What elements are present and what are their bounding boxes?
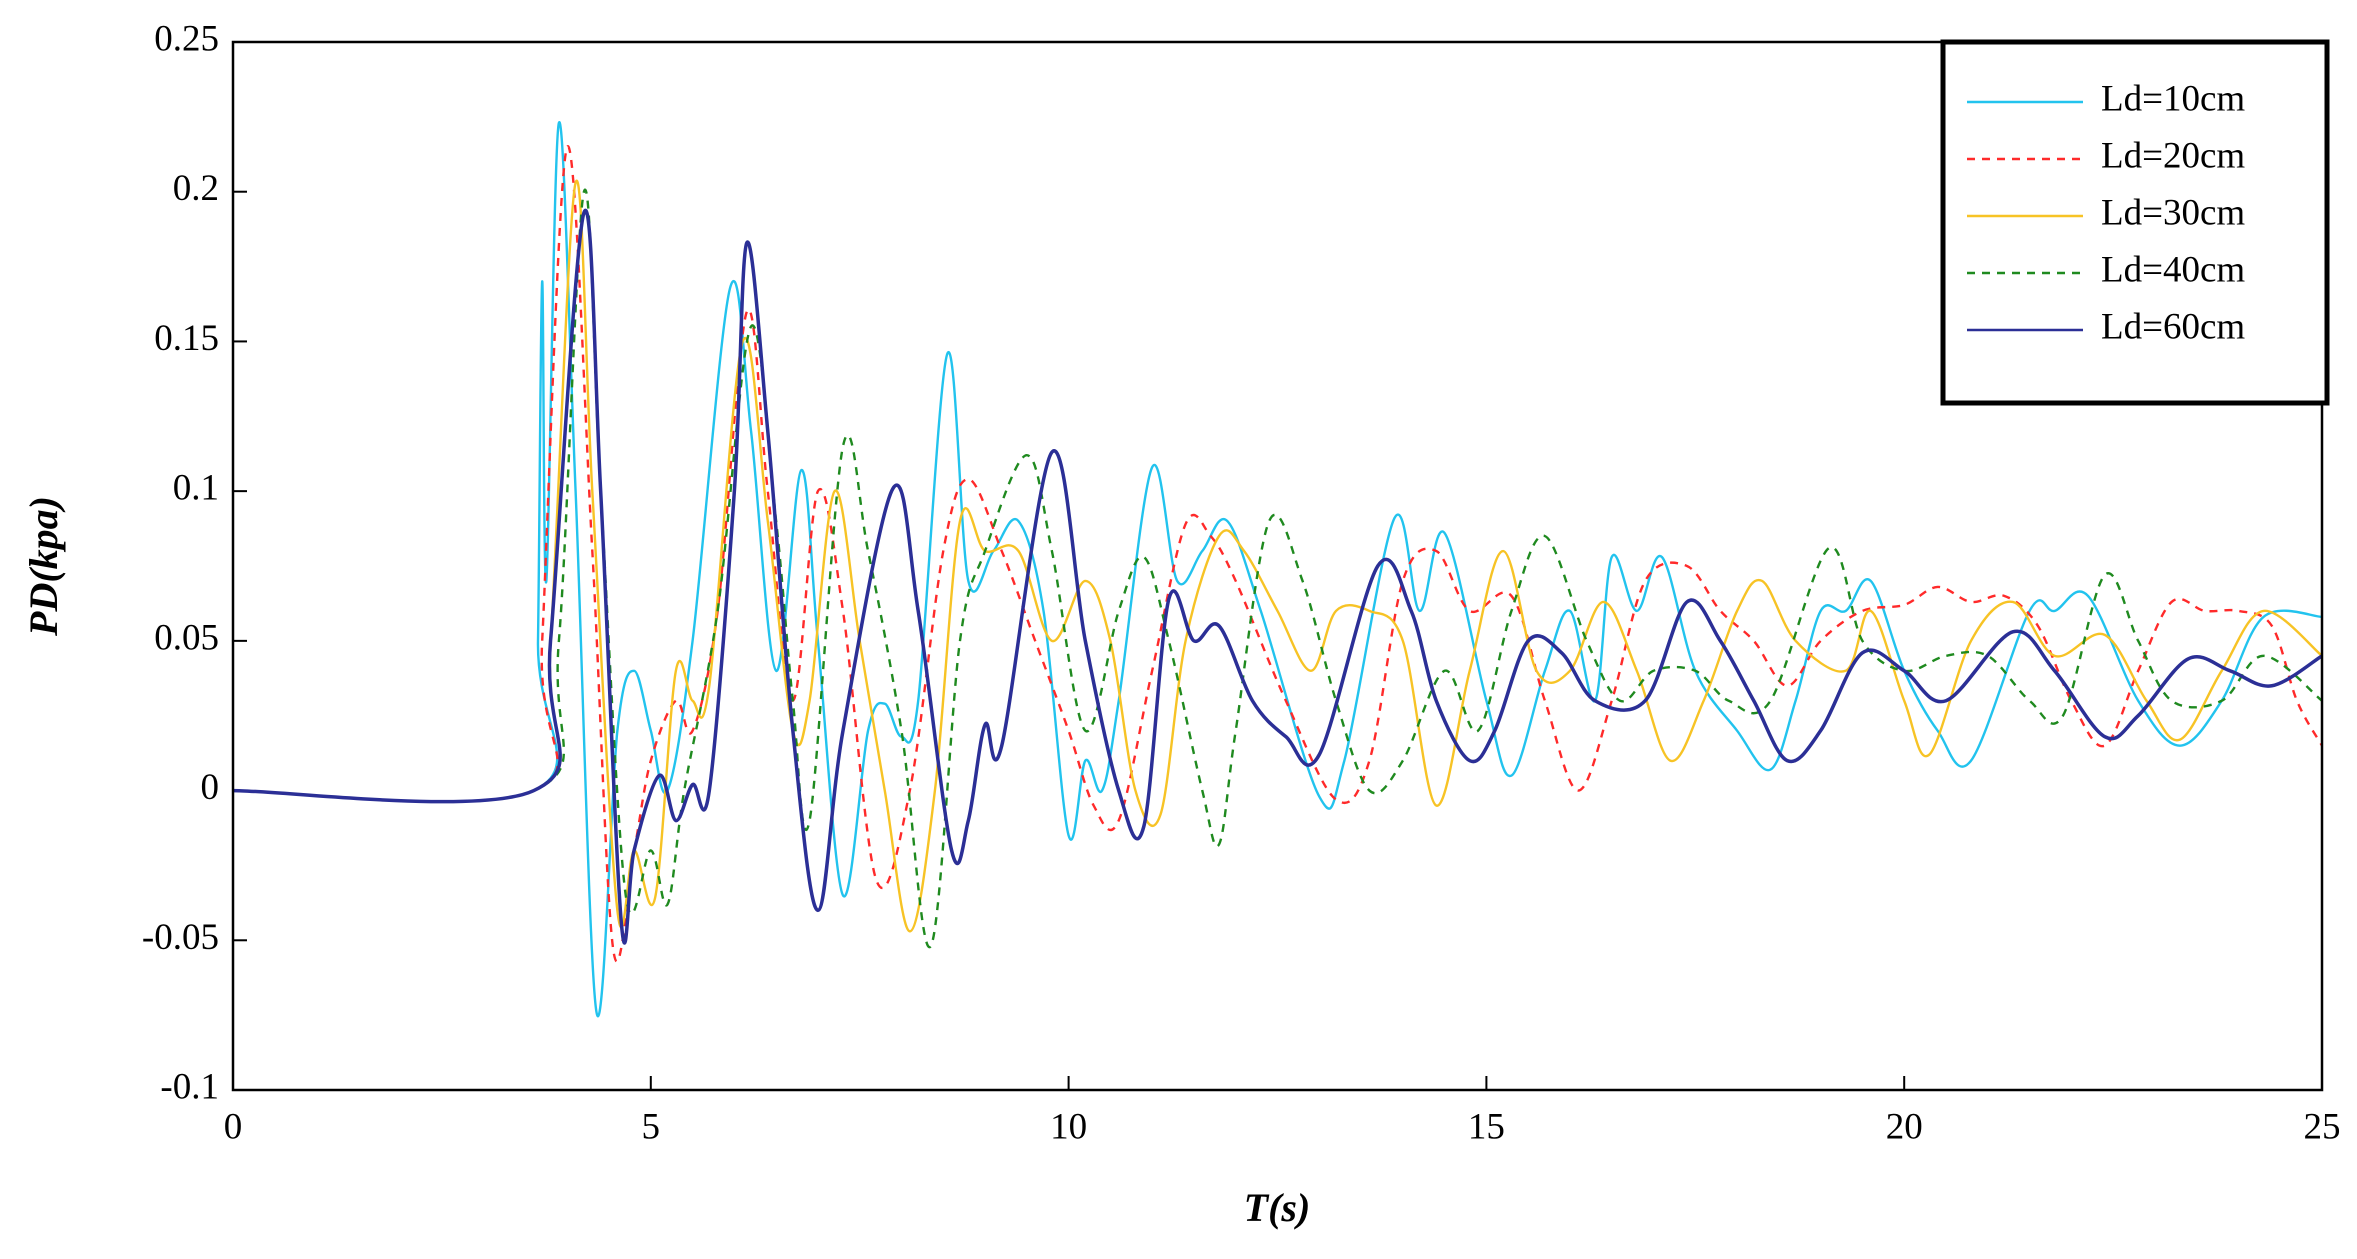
data-line [232,208,2323,945]
y-tick-label: 0 [201,767,220,808]
x-tick-label: 25 [2304,1106,2341,1147]
legend-box [1940,39,2330,406]
y-tick-label: 0.15 [154,318,219,359]
plot-frame [231,40,2324,1092]
x-axis-label: T(s) [1244,1185,1311,1230]
y-tick-label: 0.2 [173,168,219,209]
legend-label: Ld=10cm [2101,78,2245,119]
legend-label: Ld=60cm [2101,306,2245,347]
x-tick-label: 0 [224,1106,243,1147]
data-line [232,179,2323,933]
y-axis-label: PD(kpa) [21,496,66,637]
legend-label: Ld=30cm [2101,192,2245,233]
y-tick-label: 0.05 [154,617,219,658]
y-tick-label: -0.05 [142,917,219,958]
x-tick-label: 5 [642,1106,661,1147]
y-tick-label: -0.1 [160,1066,219,1107]
y-tick-label: 0.25 [154,18,219,59]
x-tick-label: 20 [1886,1106,1923,1147]
legend-label: Ld=20cm [2101,135,2245,176]
legend-label: Ld=40cm [2101,249,2245,290]
data-line [232,188,2323,949]
x-tick-label: 10 [1050,1106,1087,1147]
y-tick-label: 0.1 [173,468,219,509]
x-tick-label: 15 [1468,1106,1505,1147]
data-line [232,121,2323,1018]
